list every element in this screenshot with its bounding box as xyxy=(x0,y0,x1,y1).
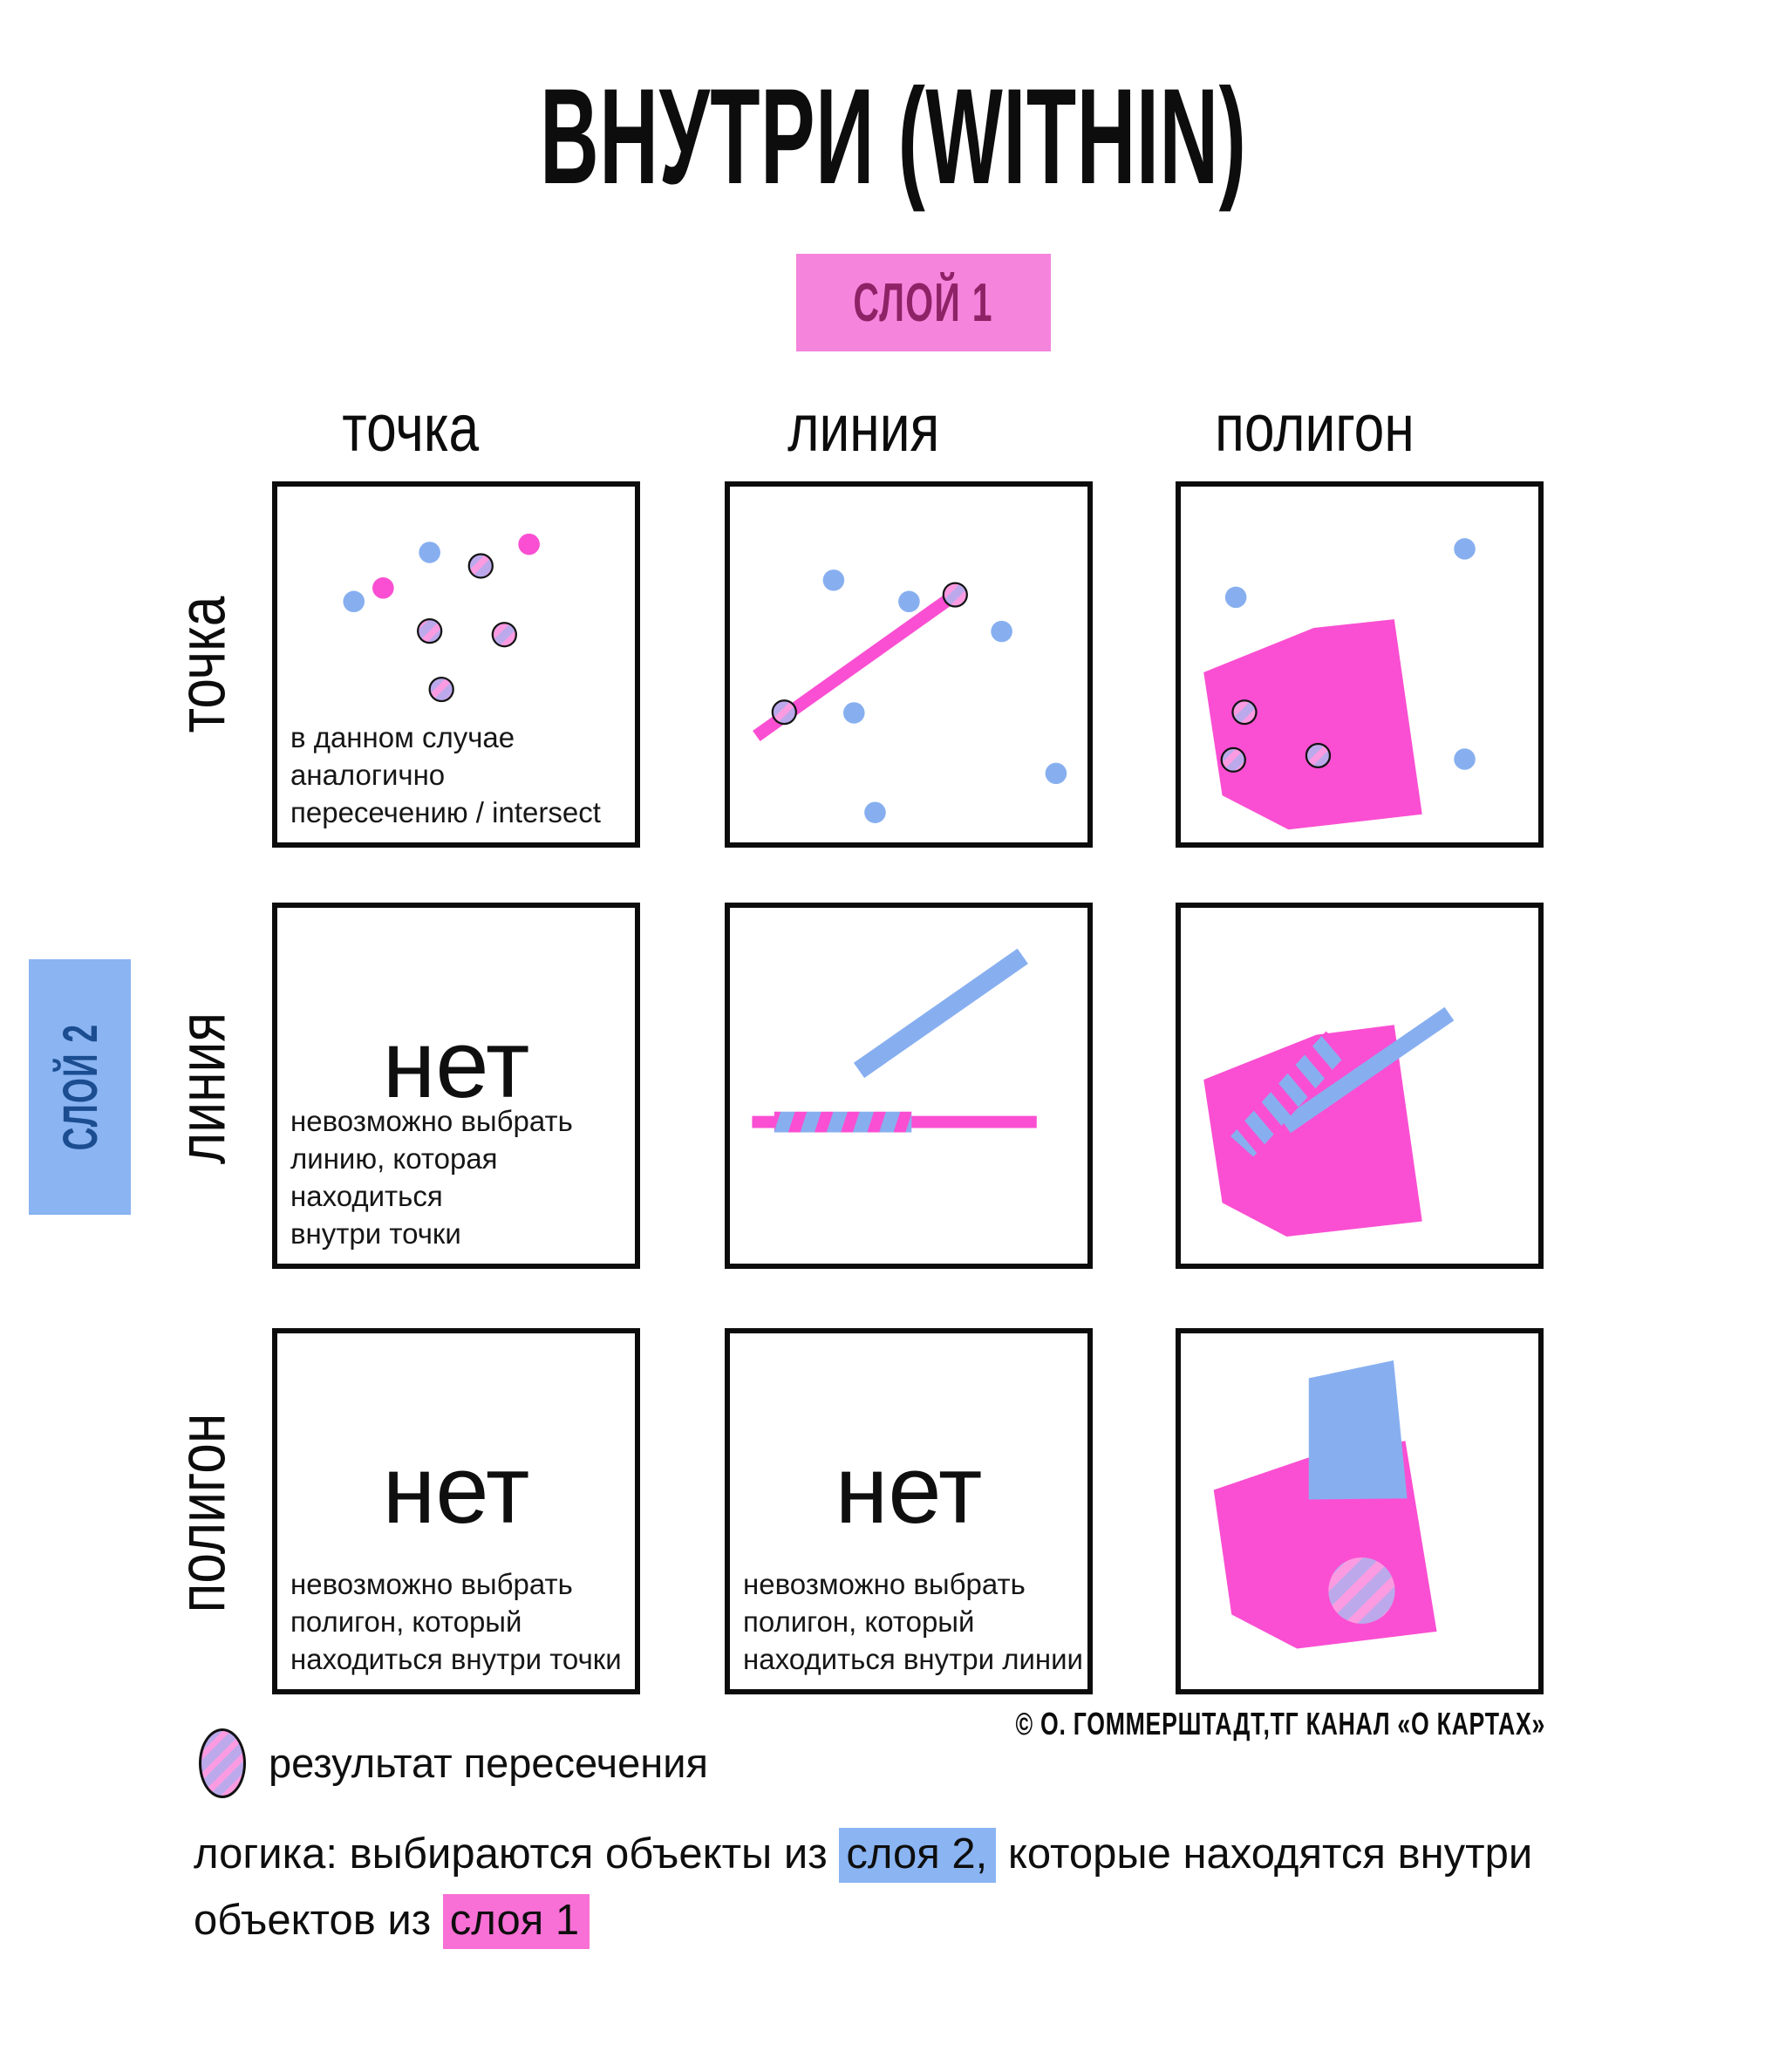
cell-figure-svg xyxy=(752,948,1037,1133)
intersection-result-swatch-icon xyxy=(199,1728,246,1798)
intersection-point-marker xyxy=(491,622,518,648)
blue-point-marker xyxy=(864,801,886,823)
intersection-point-marker xyxy=(417,618,443,644)
cell-note: невозможно выбрать полигон, который нахо… xyxy=(290,1568,622,1676)
no-label: нет xyxy=(835,1436,983,1544)
intersection-point-marker xyxy=(428,676,454,703)
blue-point-marker xyxy=(1454,538,1476,560)
highlight-layer1: слоя 1 xyxy=(442,1894,590,1950)
cell-polygon-point xyxy=(1176,481,1544,848)
cell-line-polygon-no: нет невозможно выбрать полигон, который … xyxy=(725,1328,1093,1694)
page-title: ВНУТРИ (WITHIN) xyxy=(539,61,1247,213)
layer1-badge: СЛОЙ 1 xyxy=(796,254,1051,351)
cell-figure-svg xyxy=(753,569,1067,823)
cell-point-point: в данном случае аналогично пересечению /… xyxy=(272,481,640,848)
layer2-badge-label: СЛОЙ 2 xyxy=(52,1023,108,1151)
cell-note: в данном случае аналогично пересечению /… xyxy=(290,721,601,829)
layer2-badge: СЛОЙ 2 xyxy=(29,959,131,1215)
cell-figure-svg xyxy=(1203,1006,1455,1237)
col-header-point: точка xyxy=(342,392,480,466)
blue-polygon xyxy=(1308,1360,1408,1500)
credit-text: © О. ГОММЕРШТАДТ,ТГ КАНАЛ «О КАРТАХ» xyxy=(1015,1706,1545,1741)
intersection-point-marker xyxy=(1220,746,1246,773)
blue-point-marker xyxy=(898,590,920,613)
legend-label: результат пересечения xyxy=(269,1740,708,1786)
blue-point-marker xyxy=(343,590,365,613)
pink-point-marker xyxy=(518,533,540,555)
cell-point-polygon-no: нет невозможно выбрать полигон, который … xyxy=(272,1328,640,1694)
cell-polygon-line xyxy=(1176,903,1544,1269)
intersection-point-marker xyxy=(467,553,494,579)
cell-line-point xyxy=(725,481,1093,848)
col-header-line: линия xyxy=(787,392,940,466)
blue-line xyxy=(853,948,1028,1079)
blue-point-marker xyxy=(842,702,865,724)
blue-point-marker xyxy=(1454,748,1476,770)
cell-polygon-polygon xyxy=(1176,1328,1544,1694)
intersection-point-marker xyxy=(942,582,968,608)
intersection-segment xyxy=(1230,1031,1349,1157)
pink-polygon xyxy=(1203,619,1422,830)
cell-figure-svg xyxy=(1213,1360,1437,1649)
blue-point-marker xyxy=(822,569,845,591)
cell-point-line-no: нет невозможно выбрать линию, которая на… xyxy=(272,903,640,1269)
cell-figure-svg xyxy=(1203,538,1476,830)
blue-line xyxy=(1281,1006,1455,1134)
intersection-point-marker xyxy=(1231,699,1258,726)
pink-point-marker xyxy=(372,577,394,599)
intersection-point-marker xyxy=(771,699,797,726)
logic-line-1: логика: выбираются объекты из слоя 2, ко… xyxy=(194,1821,1676,1887)
intersection-point-marker xyxy=(1305,742,1332,769)
layer1-badge-label: СЛОЙ 1 xyxy=(853,272,994,333)
logic-text: логика: выбираются объекты из слоя 2, ко… xyxy=(194,1821,1676,1954)
intersection-area xyxy=(1328,1557,1395,1624)
blue-point-marker xyxy=(419,542,440,563)
no-label: нет xyxy=(382,1011,530,1118)
cell-line-line xyxy=(725,903,1093,1269)
highlight-layer2: слоя 2, xyxy=(839,1828,997,1883)
col-header-polygon: полигон xyxy=(1214,392,1414,466)
blue-point-marker xyxy=(991,620,1012,643)
blue-point-marker xyxy=(1045,762,1067,785)
cell-note: невозможно выбрать полигон, который нахо… xyxy=(743,1568,1083,1676)
blue-point-marker xyxy=(1224,586,1247,609)
cell-note: невозможно выбрать линию, которая находи… xyxy=(290,1105,573,1251)
logic-line-2: объектов из слоя 1 xyxy=(194,1887,1676,1953)
cell-figure-svg xyxy=(343,533,540,703)
no-label: нет xyxy=(382,1436,530,1544)
